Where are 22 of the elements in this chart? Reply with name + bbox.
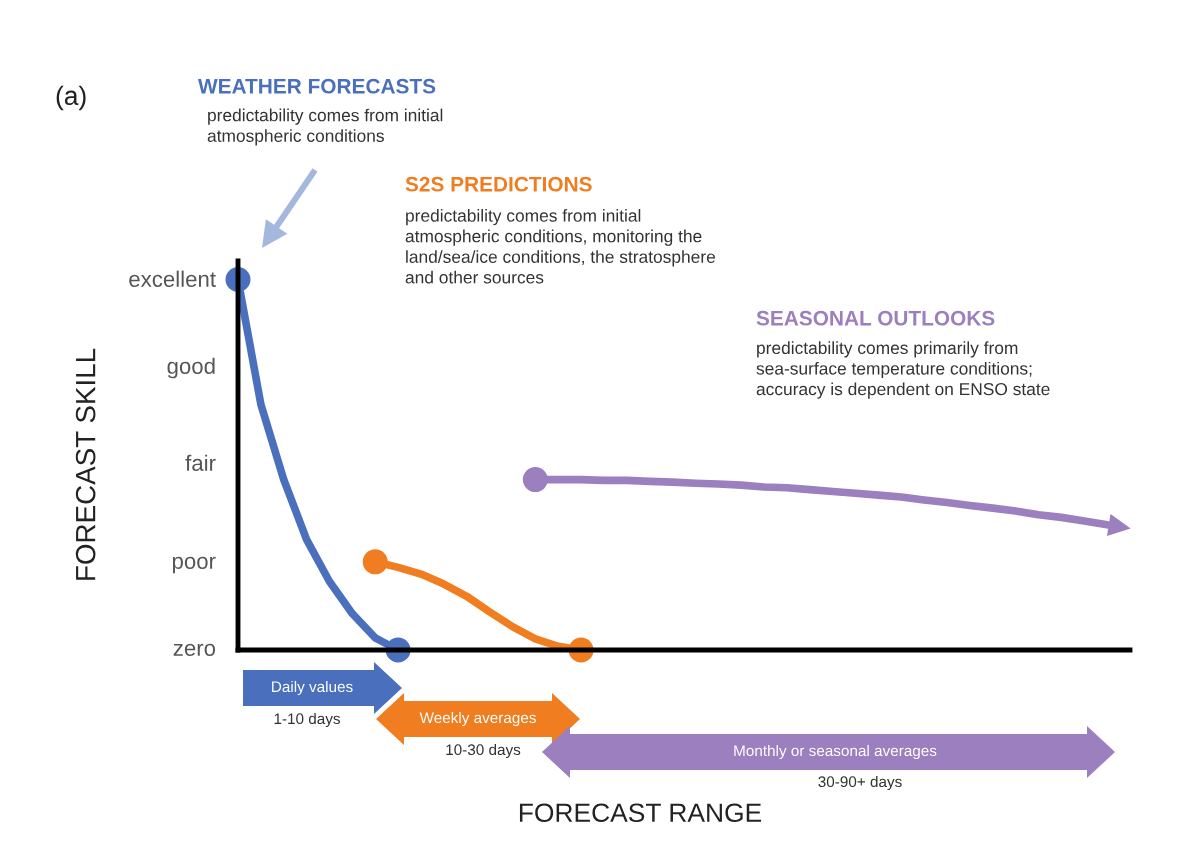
text: FORECAST RANGE	[519, 803, 762, 823]
annotation: predictability comes primarily from sea-surface temperature conditions; accuracy is dependent on ENSO state	[756, 341, 1050, 399]
point	[362, 549, 388, 575]
text: Daily values	[272, 680, 353, 696]
text: good	[167, 357, 215, 379]
text: WEATHER FORECASTS	[198, 78, 436, 94]
text: 30-90+ days	[818, 775, 902, 791]
text: S2S PREDICTIONS	[405, 176, 592, 192]
text: poor	[172, 556, 216, 574]
text: (a)	[56, 85, 86, 111]
text: fair	[185, 454, 216, 471]
text: zero	[173, 643, 216, 656]
text: Monthly or seasonal averages	[734, 744, 937, 760]
text: Weekly averages	[419, 711, 536, 727]
text: predictability comes from initial atmospheric conditions	[207, 108, 443, 146]
text: 1-10 days	[274, 712, 340, 728]
text: FORECAST SKILL	[75, 348, 96, 580]
text: excellent	[129, 270, 216, 287]
point	[522, 467, 548, 493]
annotation: predictability comes from initial atmospheric conditions, monitoring the land/sea/ice conditions, the stratosphere and other sources	[405, 209, 715, 284]
annotation: SEASONAL OUTLOOKS	[756, 310, 995, 326]
text: 10-30 days	[446, 743, 521, 759]
